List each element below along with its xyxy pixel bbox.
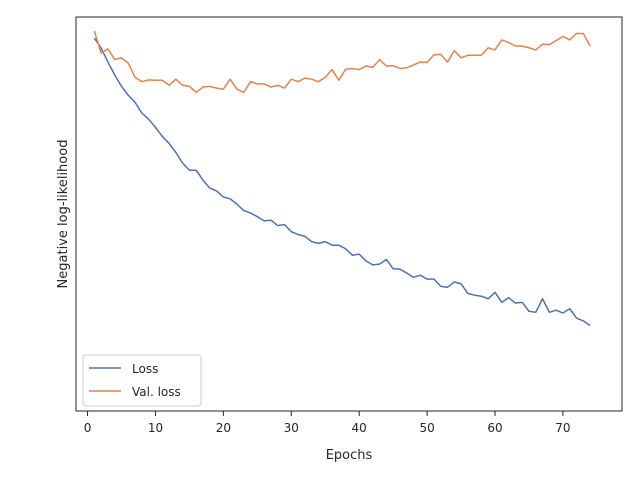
plot-area	[75, 16, 623, 412]
series-layer	[93, 30, 591, 327]
x-tick-label: 20	[216, 421, 231, 435]
x-tick-label: 70	[555, 421, 570, 435]
x-tick-label: 0	[84, 421, 92, 435]
x-tick-label: 40	[352, 421, 367, 435]
series-line-loss	[93, 37, 591, 327]
legend-label-loss: Loss	[132, 362, 158, 376]
legend: Loss Val. loss	[82, 354, 202, 407]
series-line-val-loss	[93, 30, 591, 94]
x-axis-label: Epochs	[326, 448, 373, 463]
x-tick-label: 50	[419, 421, 434, 435]
legend-label-val-loss: Val. loss	[132, 385, 181, 399]
x-tick-label: 30	[284, 421, 299, 435]
y-axis-label: Negative log-likelihood	[56, 140, 71, 289]
x-tick-label: 10	[148, 421, 163, 435]
x-tick-label: 60	[487, 421, 502, 435]
x-axis-ticks: 0 10 20 30 40 50 60 70	[84, 411, 571, 435]
